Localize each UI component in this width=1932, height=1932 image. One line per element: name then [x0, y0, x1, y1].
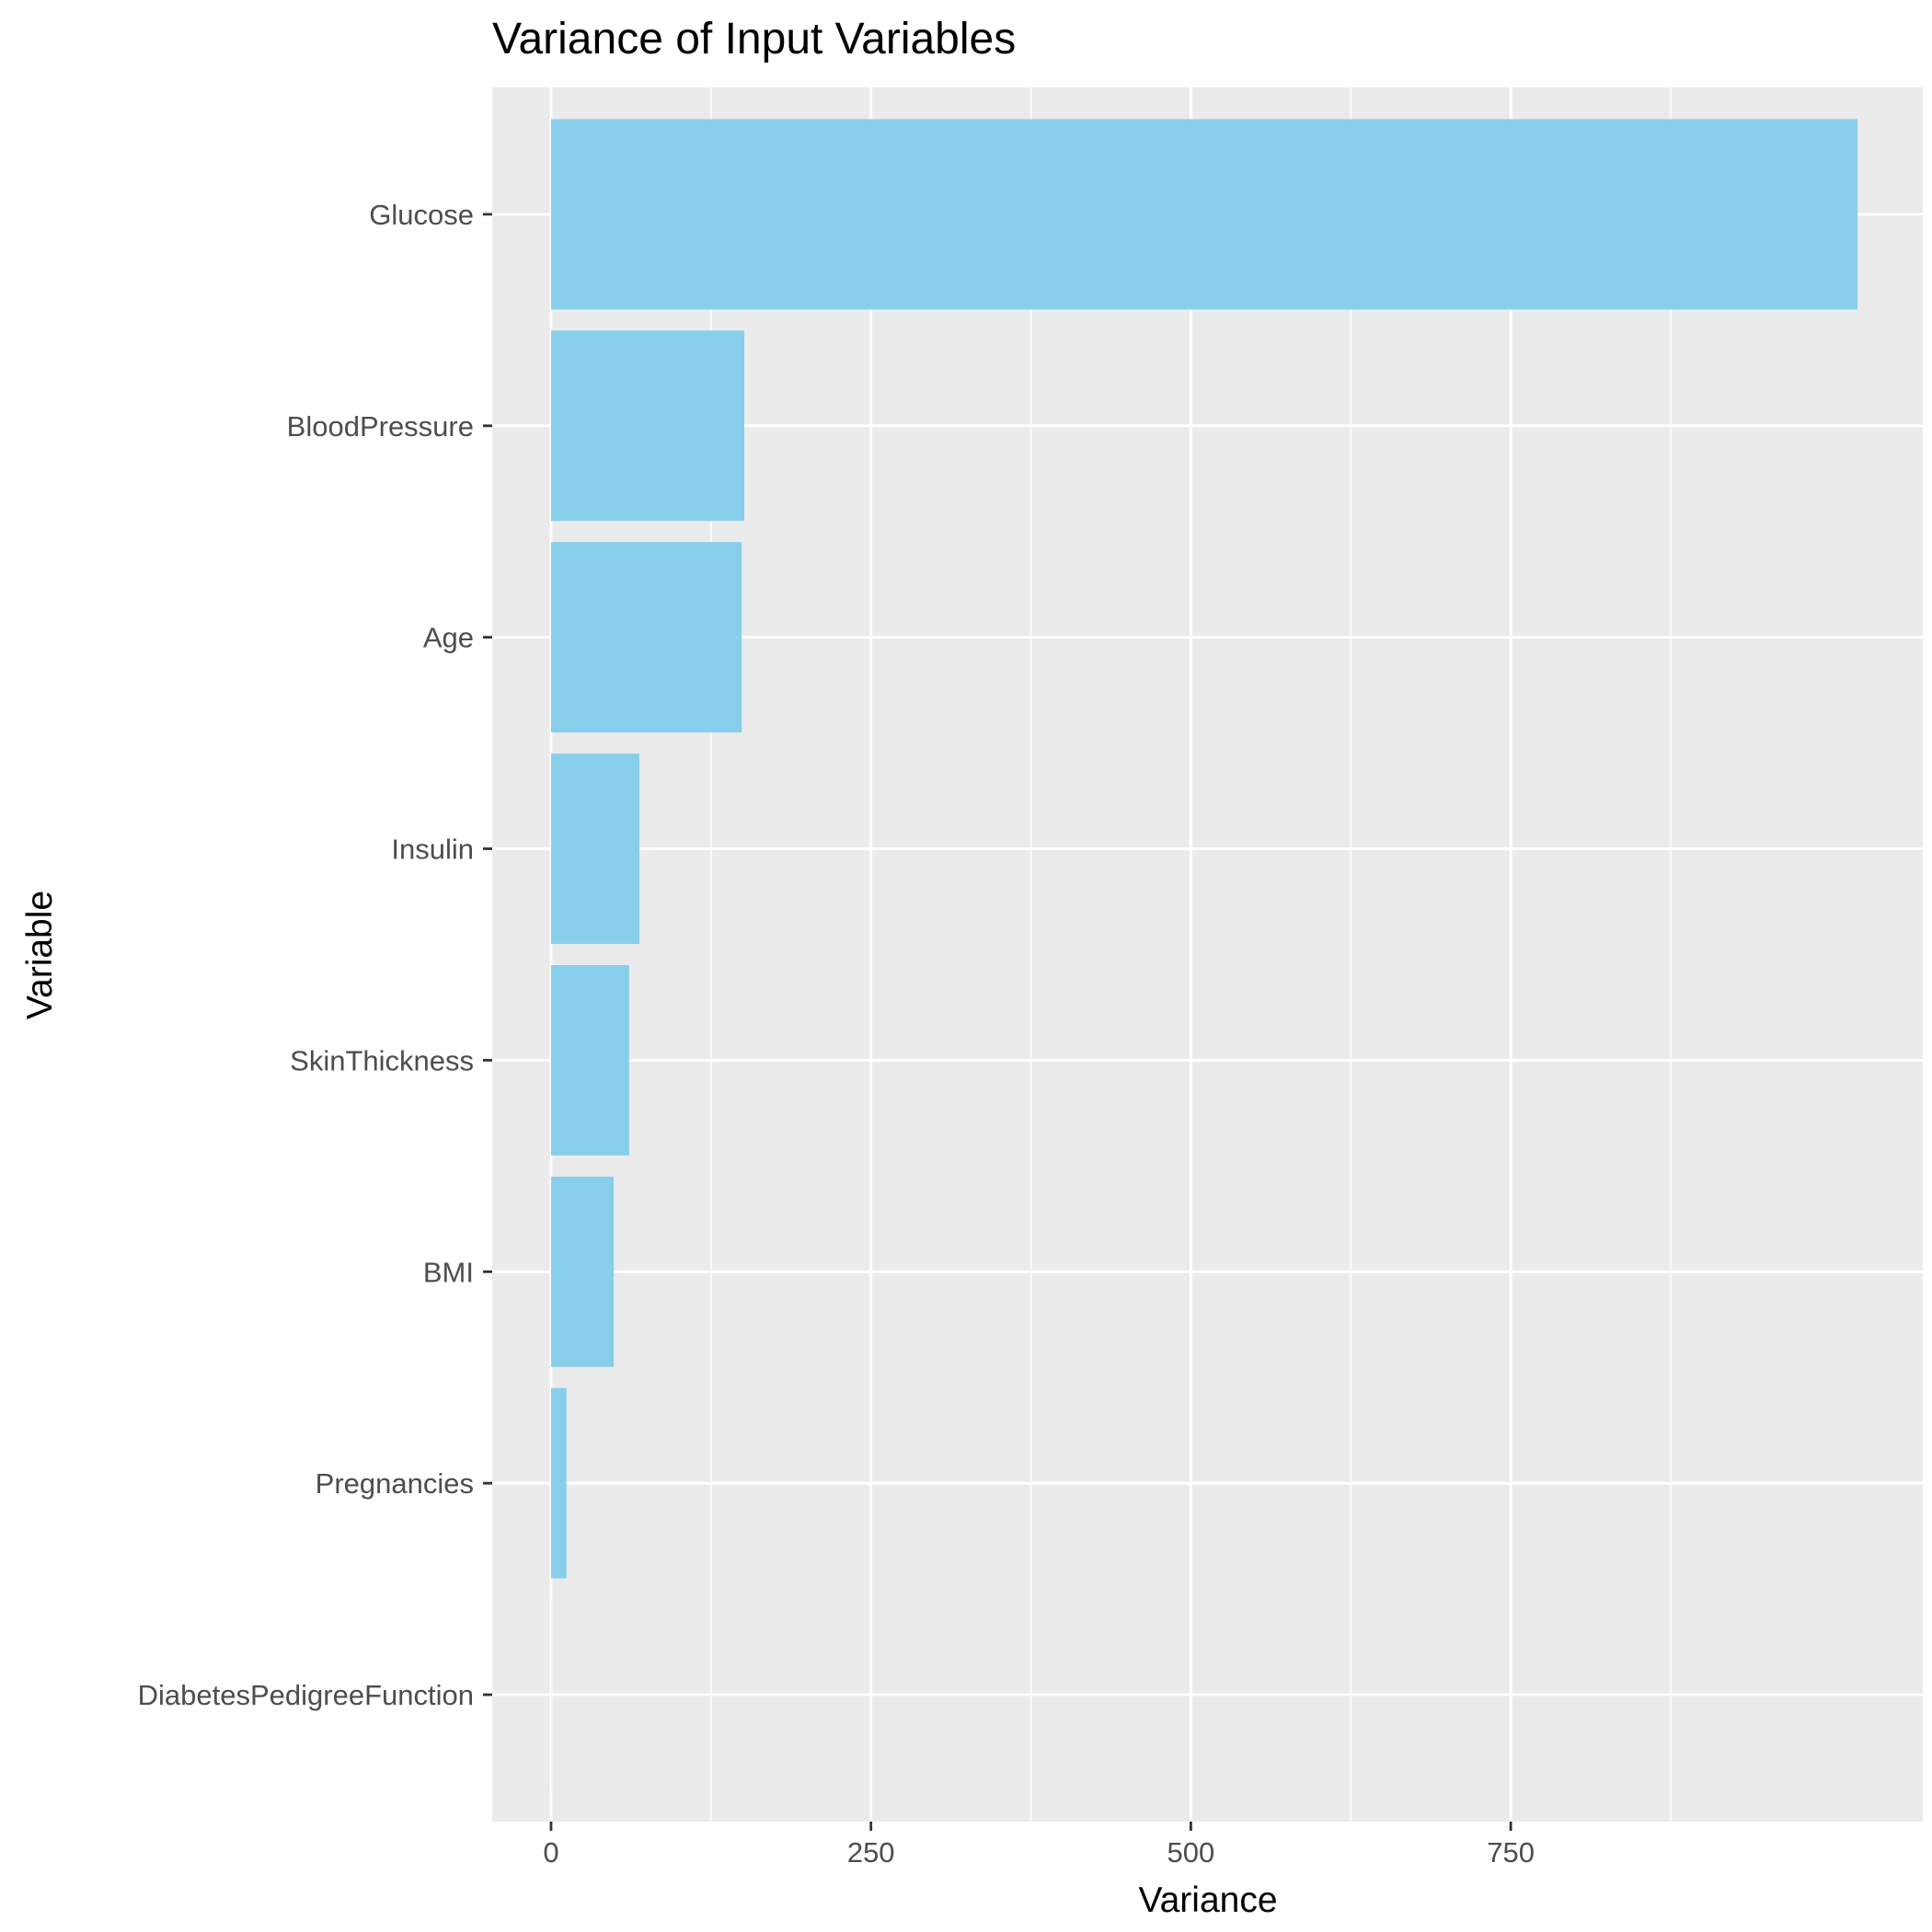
y-tick-label: SkinThickness [290, 1044, 474, 1076]
y-axis-title: Variable [20, 891, 60, 1019]
bar-glucose [550, 119, 1858, 310]
x-axis-title: Variance [1138, 1880, 1277, 1920]
x-tick-label: 250 [847, 1836, 895, 1869]
y-tick-label: DiabetesPedigreeFunction [138, 1679, 474, 1711]
bar-age [550, 542, 742, 733]
y-tick-label: Glucose [369, 199, 474, 231]
y-tick-label: BloodPressure [287, 410, 474, 443]
y-tick-label: Pregnancies [316, 1467, 474, 1500]
chart-title: Variance of Input Variables [492, 15, 1016, 63]
x-tick-label: 0 [543, 1836, 558, 1869]
y-tick-label: Age [423, 622, 474, 654]
x-tick-label: 750 [1487, 1836, 1535, 1869]
bar-insulin [550, 753, 639, 945]
x-tick-label: 500 [1167, 1836, 1215, 1869]
bar-bmi [550, 1176, 615, 1367]
y-tick-label: Insulin [391, 834, 474, 866]
bar-skinthickness [550, 964, 629, 1156]
axis-ticks: Glucose BloodPressure Age Insulin SkinThickn… [138, 199, 1535, 1869]
y-tick-label: BMI [423, 1256, 474, 1288]
bars [550, 119, 1858, 1790]
bar-bloodpressure [550, 330, 745, 522]
bar-pregnancies [550, 1387, 567, 1579]
